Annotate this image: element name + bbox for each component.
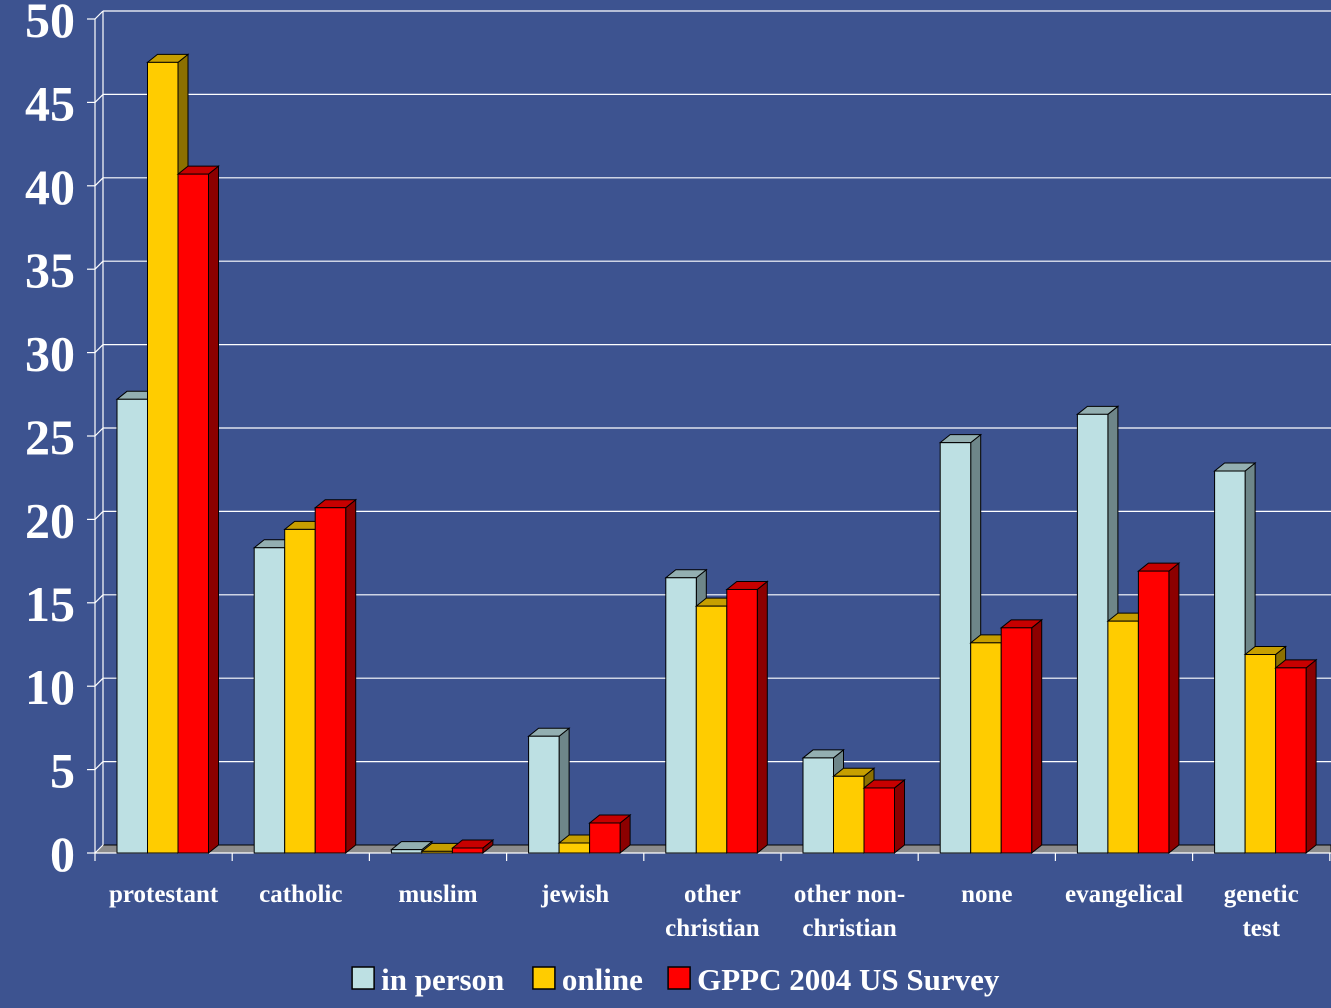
bar-gppc-2004-us-survey-none: [999, 618, 1044, 855]
x-tick-label-other-christian: other christian: [665, 881, 760, 942]
legend-item-in-person: in person: [351, 962, 504, 997]
y-tick-depth: [94, 761, 104, 771]
y-tick-depth: [94, 594, 104, 604]
x-tick-label-catholic: catholic: [259, 881, 342, 908]
y-tick-label: 35: [25, 242, 75, 298]
y-tick-label: 45: [25, 75, 75, 131]
y-tick-depth: [94, 93, 104, 103]
bar-gppc-2004-us-survey-evangelical: [1136, 562, 1181, 855]
legend-swatch: [667, 966, 691, 990]
bars: [115, 53, 1318, 855]
legend-label: online: [562, 962, 643, 997]
bar-gppc-2004-us-survey-protestant: [176, 165, 220, 855]
bar-online-evangelical: [1106, 612, 1150, 855]
y-tick-label: 20: [25, 492, 75, 548]
y-tick-label: 25: [25, 409, 75, 465]
bar-gppc-2004-us-survey-jewish: [588, 813, 632, 855]
legend-label: in person: [381, 962, 504, 997]
x-tick-label-none: none: [961, 881, 1012, 908]
bar-gppc-2004-us-survey-muslim: [450, 838, 495, 855]
x-tick-label-genetic-test: genetic test: [1224, 881, 1299, 942]
y-tick-depth: [94, 677, 104, 687]
x-tick-label-other-non-christian: other non-christian: [794, 881, 905, 942]
bar-gppc-2004-us-survey-other-christian: [725, 580, 769, 855]
x-tick-label-jewish: jewish: [540, 881, 609, 908]
x-tick-labels: protestant catholic muslim jewish other chris…: [109, 881, 1299, 942]
bar-in-person-jewish: [527, 727, 571, 855]
y-tick-depth: [94, 427, 104, 437]
bar-gppc-2004-us-survey-other-non-christian: [862, 778, 906, 855]
legend-swatch: [351, 966, 375, 990]
legend: in person online GPPC 2004 US Survey: [351, 962, 1000, 997]
y-tick-depth: [94, 177, 104, 187]
legend-item-online: online: [532, 962, 643, 997]
y-tick-depth: [94, 260, 104, 270]
y-tick-depth: [94, 10, 104, 20]
y-tick-label: 5: [50, 743, 75, 799]
y-tick-label: 15: [25, 576, 75, 632]
y-tick-label: 0: [50, 826, 75, 882]
y-tick-label: 30: [25, 326, 75, 382]
y-tick-depth: [94, 510, 104, 520]
bar-online-none: [969, 633, 1013, 855]
bar-gppc-2004-us-survey-catholic: [313, 498, 358, 855]
y-tick-labels: 0 5 10 15 20 25 30 35 40 45 50: [25, 0, 75, 882]
y-tick-label: 40: [25, 159, 75, 215]
x-tick-label-protestant: protestant: [109, 881, 219, 908]
y-tick-depth: [94, 844, 104, 854]
y-tick-depth: [94, 344, 104, 354]
legend-label: GPPC 2004 US Survey: [697, 962, 1000, 997]
x-tick-label-evangelical: evangelical: [1065, 881, 1183, 908]
y-tick-label: 50: [25, 0, 75, 48]
bar-gppc-2004-us-survey-genetic-test: [1274, 658, 1318, 855]
legend-item-gppc-2004-us-survey: GPPC 2004 US Survey: [667, 962, 1000, 997]
legend-swatch: [532, 966, 556, 990]
y-tick-label: 10: [25, 659, 75, 715]
x-tick-label-muslim: muslim: [398, 881, 477, 908]
